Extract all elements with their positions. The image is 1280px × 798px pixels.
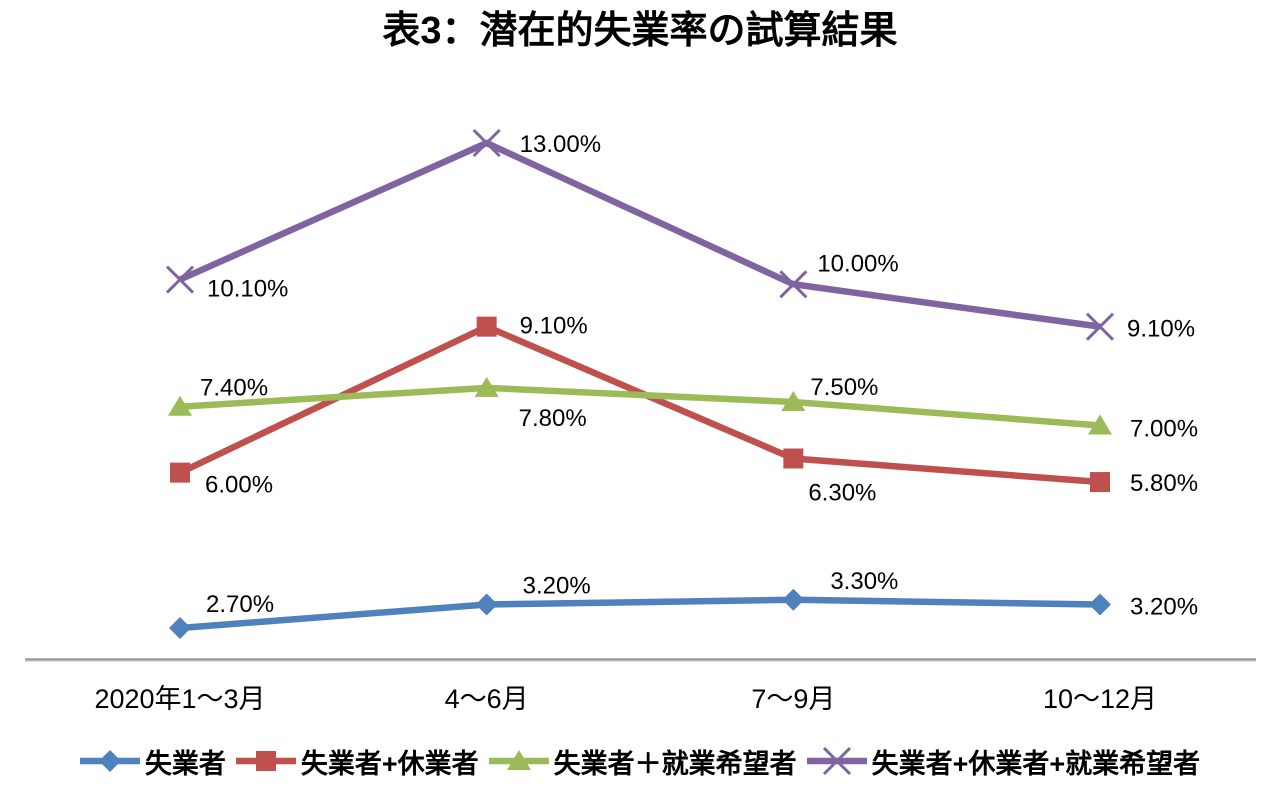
series-2-marker-0 [168, 395, 192, 416]
legend-swatch-2-icon [488, 750, 549, 770]
legend-label-1: 失業者+休業者 [300, 748, 479, 779]
series-0-marker-0 [169, 617, 191, 640]
x-tick-label-0: 2020年1〜3月 [94, 684, 265, 714]
legend: 失業者 失業者+休業者 失業者＋就業希望者 失業者+休業者+就業希望者 [0, 738, 1280, 784]
series-line-2 [179, 384, 1101, 429]
series-1-marker-1 [476, 316, 497, 337]
series-3-data-label-1: 13.00% [520, 131, 601, 158]
series-2-marker-1 [474, 376, 499, 397]
series-1-data-label-3: 5.80% [1130, 470, 1198, 497]
legend-marker-3-icon [822, 746, 851, 776]
legend-item-2: 失業者＋就業希望者 [488, 742, 797, 781]
legend-item-1: 失業者+休業者 [235, 742, 479, 781]
legend-label-3: 失業者+休業者+就業希望者 [871, 748, 1201, 779]
legend-marker-2-icon [506, 750, 531, 770]
legend-marker-0-icon [98, 750, 121, 772]
series-3-marker-2 [779, 270, 808, 299]
x-tick-label-3: 10〜12月 [1043, 684, 1157, 714]
series-3-marker-0 [165, 265, 195, 294]
series-1-marker-3 [1090, 472, 1111, 493]
series-0-marker-2 [782, 588, 805, 611]
series-1-marker-0 [170, 462, 190, 483]
legend-label-2: 失業者＋就業希望者 [553, 748, 797, 779]
legend-marker-1-icon [255, 751, 276, 771]
series-3-marker-1 [472, 128, 501, 158]
x-tick-label-1: 4〜6月 [445, 684, 529, 714]
series-3-data-label-3: 9.10% [1127, 316, 1195, 343]
series-line-0 [179, 596, 1101, 632]
legend-swatch-1-icon [235, 751, 296, 771]
series-0-data-label-0: 2.70% [206, 591, 274, 618]
legend-label-0: 失業者 [144, 748, 226, 779]
series-2-data-label-3: 7.00% [1130, 416, 1198, 443]
series-2-data-label-0: 7.40% [200, 375, 268, 402]
series-2-data-label-2: 7.50% [810, 374, 878, 401]
series-0-data-label-3: 3.20% [1130, 593, 1198, 620]
series-1-data-label-2: 6.30% [808, 480, 876, 507]
series-1-data-label-1: 9.10% [520, 313, 588, 340]
series-0-data-label-1: 3.20% [523, 572, 591, 599]
series-0-marker-1 [475, 593, 498, 616]
series-1-data-label-0: 6.00% [205, 472, 273, 499]
series-line-1 [178, 323, 1101, 486]
legend-item-0: 失業者 [79, 742, 226, 781]
series-2-marker-2 [781, 390, 806, 411]
series-3-data-label-0: 10.10% [207, 276, 288, 303]
series-3-marker-3 [1085, 312, 1115, 341]
legend-swatch-3-icon [806, 746, 867, 776]
x-tick-label-2: 7〜9月 [751, 684, 835, 714]
legend-swatch-0-icon [79, 750, 140, 772]
series-0-marker-3 [1089, 593, 1112, 616]
series-line-3 [178, 139, 1101, 330]
series-3-data-label-2: 10.00% [817, 250, 898, 277]
series-0-data-label-2: 3.30% [830, 568, 898, 595]
series-1-marker-2 [783, 448, 804, 469]
series-2-marker-3 [1088, 414, 1113, 435]
plot-area: 2020年1〜3月 4〜6月 7〜9月 10〜12月 2.70% 3.20% 3.30% 3.… [25, 128, 1256, 714]
legend-item-3: 失業者+休業者+就業希望者 [806, 742, 1201, 781]
chart-title: 表3：潜在的失業率の試算結果 [382, 10, 898, 52]
series-2-data-label-1: 7.80% [519, 405, 587, 432]
